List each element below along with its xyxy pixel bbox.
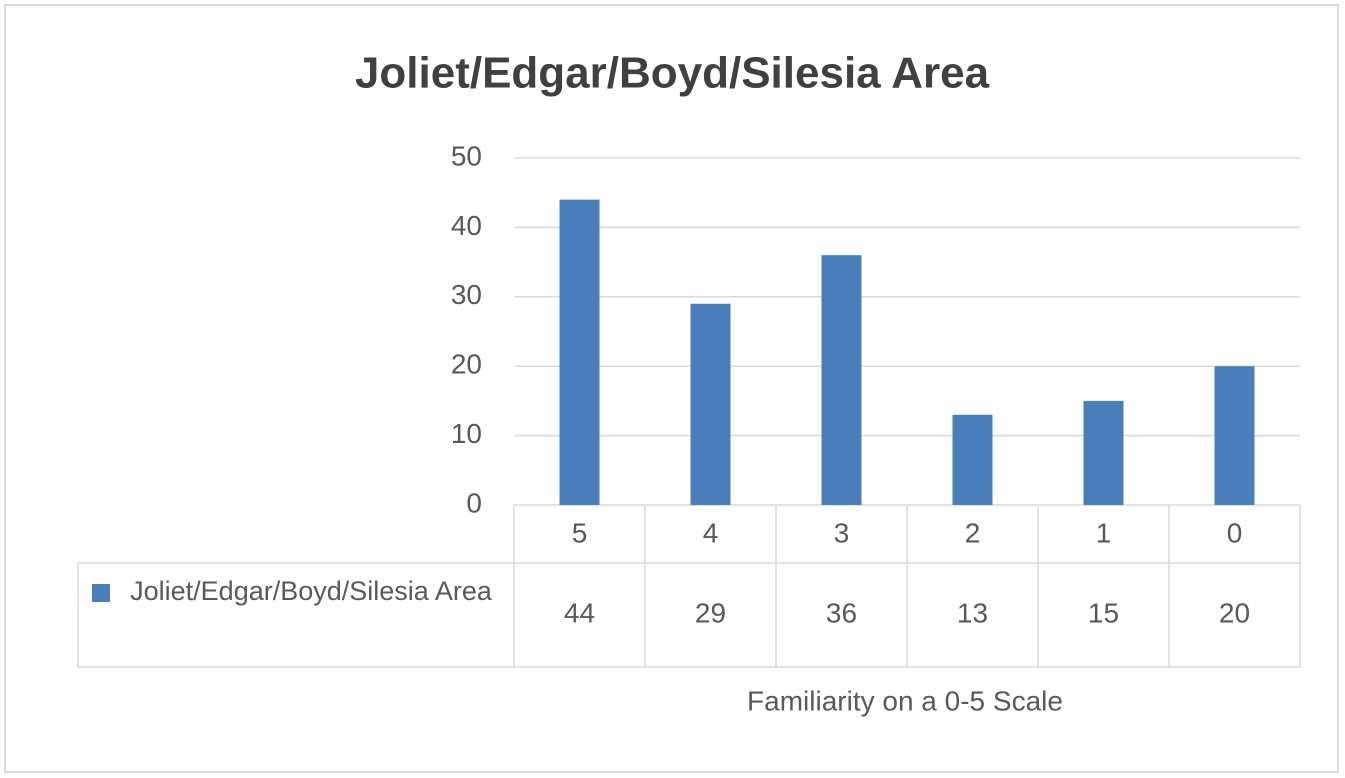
- table-value: 29: [695, 597, 726, 628]
- y-tick-label: 20: [451, 349, 482, 380]
- bar: [559, 199, 600, 505]
- y-tick-label: 10: [451, 418, 482, 449]
- y-tick-label: 40: [451, 210, 482, 241]
- x-axis-label: Familiarity on a 0-5 Scale: [747, 685, 1063, 716]
- table-value: 15: [1088, 597, 1119, 628]
- y-tick-label: 50: [451, 140, 482, 171]
- legend-swatch: [92, 584, 110, 602]
- x-tick-label: 5: [572, 517, 588, 548]
- chart-title: Joliet/Edgar/Boyd/Silesia Area: [355, 49, 990, 98]
- x-tick-label: 1: [1096, 517, 1112, 548]
- bar: [1083, 400, 1124, 505]
- x-tick-label: 2: [965, 517, 981, 548]
- bar: [952, 414, 993, 505]
- x-tick-label: 4: [703, 517, 719, 548]
- table-value: 36: [826, 597, 857, 628]
- bar: [690, 303, 731, 505]
- x-tick-label: 0: [1227, 517, 1243, 548]
- legend-label-box: Joliet/Edgar/Boyd/Silesia Area: [130, 576, 492, 606]
- bar: [1214, 366, 1255, 505]
- table-value: 13: [957, 597, 988, 628]
- table-value: 44: [564, 597, 595, 628]
- y-tick-label: 30: [451, 279, 482, 310]
- x-tick-label: 3: [834, 517, 850, 548]
- table-value: 20: [1219, 597, 1250, 628]
- chart-border: [4, 4, 1339, 773]
- bar: [821, 255, 862, 505]
- y-tick-label: 0: [466, 487, 482, 518]
- legend-label: Joliet/Edgar/Boyd/Silesia Area: [130, 576, 492, 606]
